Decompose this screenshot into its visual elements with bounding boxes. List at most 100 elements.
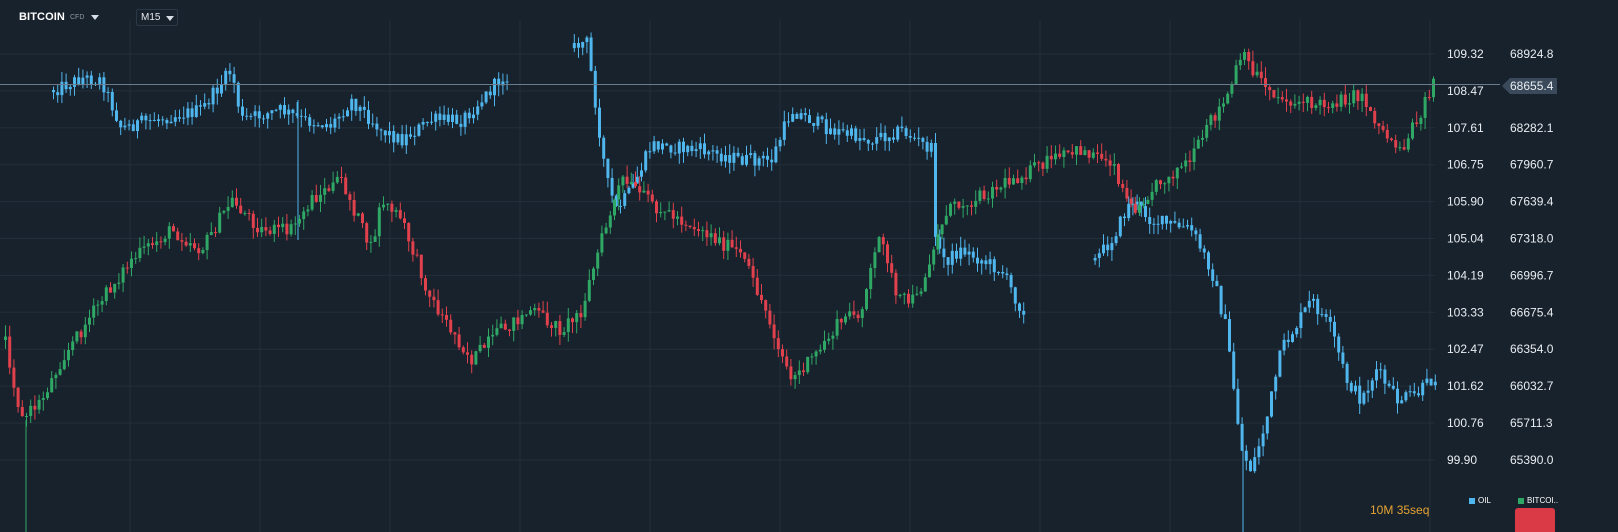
oil-candle bbox=[892, 137, 895, 140]
oil-candle bbox=[383, 130, 387, 136]
bitcoin-candle bbox=[1318, 99, 1322, 106]
bitcoin-candle bbox=[995, 186, 999, 190]
oil-candle bbox=[610, 178, 614, 196]
bitcoin-candle bbox=[1112, 164, 1116, 166]
bitcoin-candle bbox=[978, 190, 982, 201]
bitcoin-candle bbox=[1213, 115, 1217, 121]
bitcoin-candle bbox=[1222, 103, 1225, 107]
oil-candle bbox=[1333, 321, 1336, 337]
bitcoin-candle bbox=[302, 211, 306, 220]
bitcoin-candle bbox=[503, 323, 507, 330]
bitcoin-candle bbox=[688, 225, 692, 228]
bitcoin-candle bbox=[33, 405, 37, 410]
oil-candle bbox=[1354, 385, 1357, 392]
oil-candle bbox=[694, 149, 698, 152]
bitcoin-candle bbox=[692, 227, 696, 230]
bitcoin-candle bbox=[256, 227, 259, 233]
bitcoin-candle bbox=[96, 304, 100, 306]
oil-candle bbox=[946, 257, 950, 265]
bitcoin-candle bbox=[453, 332, 457, 335]
oil-candle bbox=[241, 106, 244, 116]
bitcoin-candle bbox=[663, 211, 667, 213]
bitcoin-candle bbox=[571, 318, 574, 323]
bitcoin-candle bbox=[46, 392, 49, 399]
oil-candle bbox=[980, 260, 984, 264]
bitcoin-candle bbox=[982, 190, 986, 199]
oil-candle bbox=[1144, 205, 1147, 218]
oil-candle bbox=[711, 150, 715, 152]
oil-candle bbox=[1253, 457, 1257, 472]
oil-candle bbox=[749, 153, 753, 155]
bitcoin-candle bbox=[902, 293, 906, 295]
oil-candle bbox=[1261, 433, 1265, 447]
oil-candle bbox=[362, 106, 366, 110]
oil-candle bbox=[136, 120, 139, 132]
oil-candle bbox=[879, 132, 883, 138]
oil-candle bbox=[1211, 269, 1215, 281]
bitcoin-candle bbox=[1243, 52, 1246, 60]
oil-candle bbox=[921, 138, 925, 142]
bitcoin-candle bbox=[197, 248, 201, 254]
bitcoin-candle bbox=[1171, 176, 1175, 179]
oil-candle bbox=[253, 111, 257, 116]
bitcoin-candle bbox=[1180, 166, 1183, 168]
oil-candle bbox=[1190, 225, 1194, 231]
oil-candle bbox=[1396, 388, 1399, 404]
oil-candle bbox=[1110, 243, 1114, 251]
oil-candle bbox=[698, 143, 702, 150]
bitcoin-candle bbox=[739, 248, 742, 253]
bitcoin-candle bbox=[928, 264, 931, 278]
bitcoin-candle bbox=[113, 283, 117, 293]
oil-candle bbox=[1328, 316, 1332, 322]
oil-candle bbox=[703, 143, 706, 155]
oil-candle bbox=[997, 271, 1000, 273]
symbol-dropdown-icon[interactable] bbox=[91, 15, 99, 20]
bitcoin-candle bbox=[1125, 187, 1129, 199]
timeframe-selector[interactable]: M15 bbox=[136, 9, 178, 26]
bitcoin-candle bbox=[1364, 93, 1368, 107]
bitcoin-candle bbox=[398, 210, 402, 219]
oil-candle bbox=[434, 113, 438, 122]
bitcoin-candle bbox=[1280, 97, 1284, 100]
oil-candle bbox=[955, 250, 958, 259]
oil-candle bbox=[1215, 280, 1219, 287]
oil-candle bbox=[602, 137, 606, 159]
oil-candle bbox=[1173, 221, 1177, 223]
bitcoin-candle bbox=[100, 301, 104, 305]
oil-candle bbox=[908, 135, 912, 138]
oil-candle bbox=[144, 115, 148, 121]
bitcoin-candle bbox=[1406, 138, 1410, 150]
oil-candle bbox=[1001, 271, 1005, 274]
oil-candle bbox=[1349, 382, 1353, 392]
bitcoin-axis-tick: 67960.7 bbox=[1510, 158, 1554, 172]
oil-candle bbox=[430, 121, 433, 123]
oil-candle bbox=[766, 155, 769, 160]
legend-bitcoin[interactable]: BITCOI.. bbox=[1518, 496, 1558, 505]
bitcoin-candle bbox=[352, 199, 356, 216]
oil-candle bbox=[795, 113, 799, 119]
bitcoin-candle bbox=[1419, 117, 1423, 124]
bitcoin-axis-tick: 67318.0 bbox=[1510, 232, 1554, 246]
symbol-name[interactable]: BITCOIN bbox=[19, 11, 65, 23]
timer-seconds: 35 bbox=[1396, 503, 1411, 517]
oil-candle bbox=[770, 159, 774, 163]
bitcoin-candle bbox=[680, 216, 684, 225]
oil-candle bbox=[1097, 253, 1101, 258]
bitcoin-candle bbox=[4, 336, 7, 340]
oil-candle bbox=[841, 129, 845, 131]
sell-button[interactable] bbox=[1515, 508, 1555, 532]
legend-oil[interactable]: OIL bbox=[1469, 496, 1491, 505]
bitcoin-candle bbox=[1390, 138, 1393, 141]
bitcoin-candle bbox=[285, 223, 289, 235]
oil-candle bbox=[438, 113, 442, 120]
bitcoin-candle bbox=[298, 219, 301, 224]
bitcoin-candle bbox=[1335, 103, 1339, 107]
bitcoin-candle bbox=[734, 247, 738, 249]
oil-candle bbox=[1009, 275, 1013, 288]
oil-candle bbox=[493, 78, 496, 96]
bitcoin-candle bbox=[755, 277, 759, 295]
oil-candle bbox=[824, 119, 828, 135]
oil-candle bbox=[761, 155, 765, 159]
bitcoin-candle bbox=[1301, 101, 1305, 103]
